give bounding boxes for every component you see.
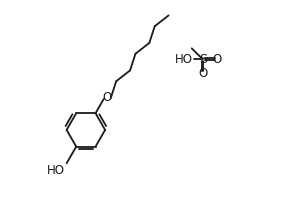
Text: HO: HO (175, 53, 193, 66)
Text: O: O (102, 91, 112, 104)
Text: O: O (212, 53, 221, 66)
Text: S: S (199, 53, 207, 66)
Text: O: O (198, 67, 207, 80)
Text: HO: HO (47, 164, 65, 177)
